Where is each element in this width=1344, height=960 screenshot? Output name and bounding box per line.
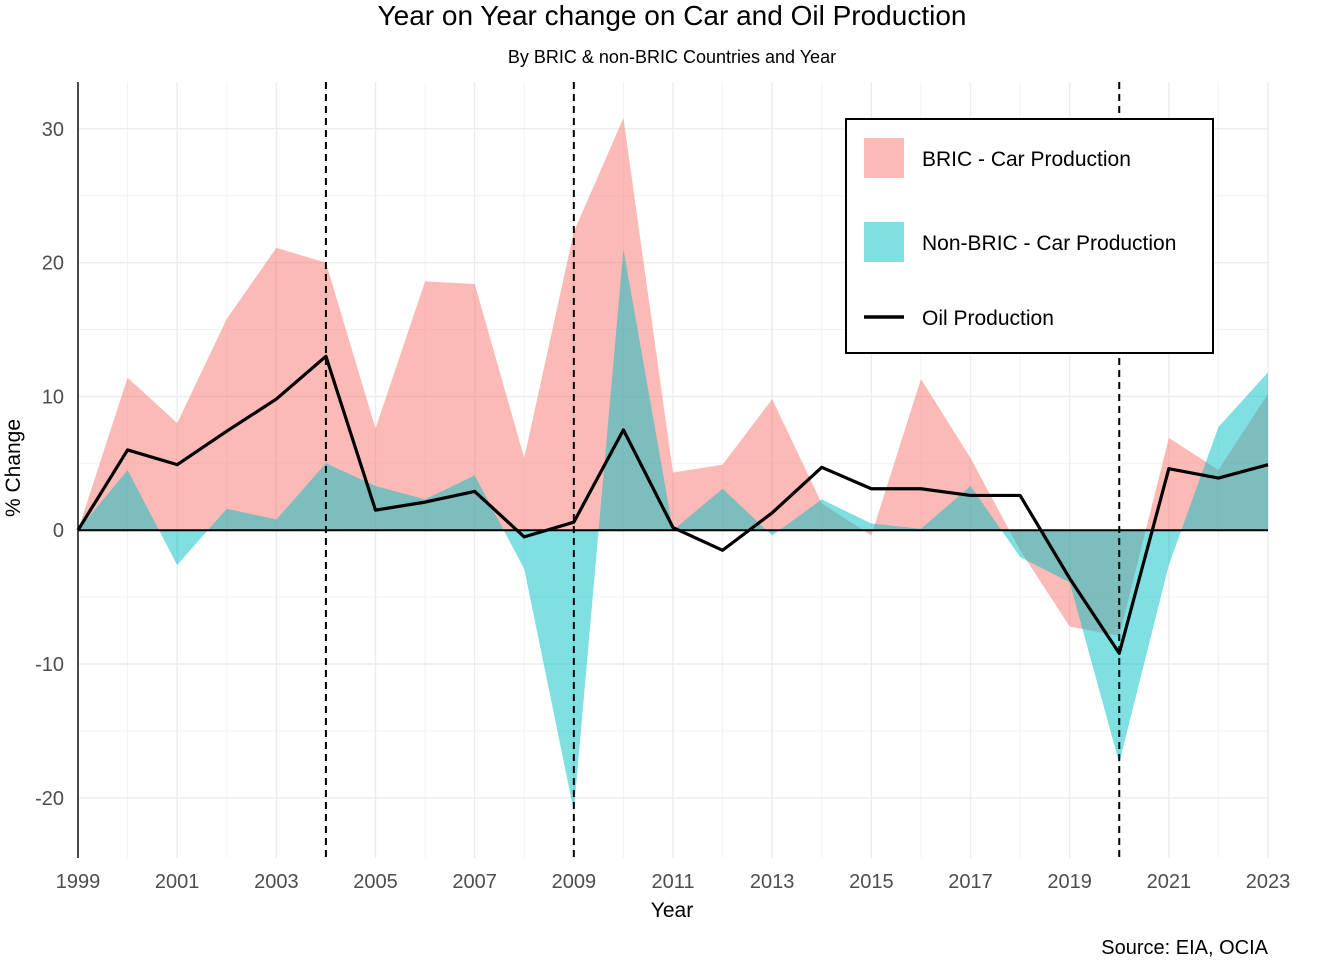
- x-tick-label: 1999: [56, 871, 101, 893]
- y-tick-label: 10: [42, 386, 64, 408]
- legend-box: [845, 118, 1214, 354]
- y-tick-label: 30: [42, 119, 64, 141]
- x-tick-label: 2001: [155, 871, 200, 893]
- x-tick-label: 2013: [750, 871, 795, 893]
- x-tick-label: 2003: [254, 871, 299, 893]
- chart-subtitle: By BRIC & non-BRIC Countries and Year: [508, 47, 836, 67]
- y-tick-label: 20: [42, 253, 64, 275]
- legend-label-nonbric: Non-BRIC - Car Production: [922, 232, 1176, 255]
- x-axis-title: Year: [651, 899, 693, 922]
- y-tick-label: 0: [53, 520, 64, 542]
- x-tick-label: 2011: [651, 871, 694, 893]
- legend-label-bric: BRIC - Car Production: [922, 148, 1131, 171]
- x-tick-label: 2015: [849, 871, 894, 893]
- legend-key-nonbric: [864, 222, 904, 262]
- legend: BRIC - Car Production Non-BRIC - Car Pro…: [845, 118, 1214, 354]
- x-tick-label: 2009: [552, 871, 597, 893]
- oil-line-group: [76, 354, 1269, 655]
- x-tick-label: 2021: [1147, 871, 1192, 893]
- y-tick-label: -10: [35, 654, 64, 676]
- y-tick-label: -20: [35, 788, 64, 810]
- x-tick-label: 2017: [948, 871, 993, 893]
- x-tick-label: 2007: [452, 871, 497, 893]
- x-tick-label: 2019: [1047, 871, 1092, 893]
- legend-key-bric: [864, 138, 904, 178]
- y-axis-title: % Change: [2, 419, 25, 517]
- legend-label-oil: Oil Production: [922, 307, 1054, 330]
- y-tick-labels: -20 -10 0 10 20 30: [35, 119, 64, 810]
- oil-production-line: [76, 354, 1269, 655]
- chart-title: Year on Year change on Car and Oil Produ…: [378, 0, 967, 31]
- x-tick-label: 2005: [353, 871, 398, 893]
- x-tick-label: 2023: [1246, 871, 1291, 893]
- source-caption: Source: EIA, OCIA: [1101, 937, 1268, 959]
- x-tick-labels: 1999 2001 2003 2005 2007 2009 2011 2013 2015 2017…: [56, 871, 1291, 893]
- reference-lines: [324, 82, 1121, 858]
